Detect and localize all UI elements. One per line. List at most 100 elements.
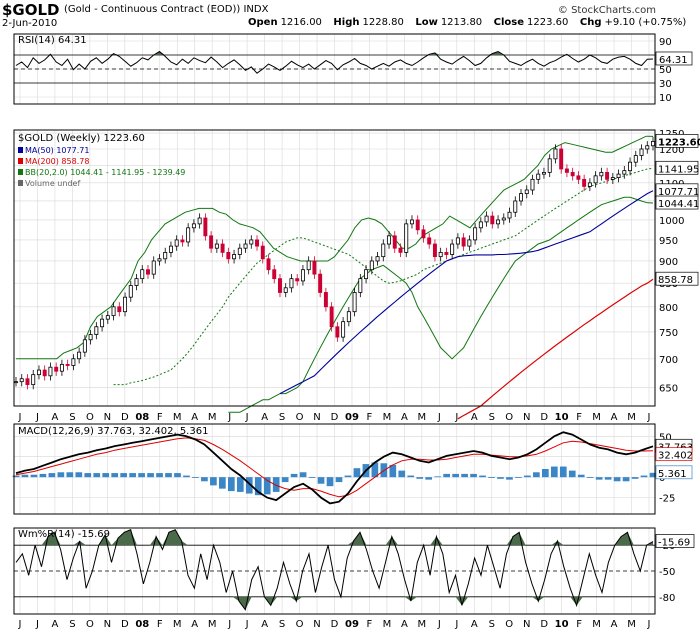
wmr-x-label: 09 — [345, 619, 359, 630]
price-last-label-box — [655, 134, 699, 148]
macd-histogram-bar — [353, 468, 361, 478]
wmr-label: Wm%R(14) -15.69 — [18, 529, 110, 540]
candle-body — [42, 369, 47, 377]
price-title: $GOLD (Weekly) 1223.60 — [18, 133, 145, 144]
macd-histogram-bar — [299, 472, 307, 478]
candle-body — [19, 378, 24, 383]
candle-body — [174, 239, 179, 247]
macd-histogram-bar — [75, 472, 83, 478]
quote-line: Open 1216.00 High 1228.80 Low 1213.80 Close… — [248, 17, 694, 28]
candle-body — [364, 269, 369, 280]
legend-entry: MA(200) 858.78 — [25, 157, 89, 166]
macd-histogram-bar — [631, 477, 639, 479]
price-x-label: M — [627, 412, 636, 423]
macd-histogram-bar — [12, 475, 20, 478]
legend-swatch — [18, 147, 23, 153]
wmr-x-label: O — [296, 619, 304, 630]
macd-histogram-bar — [21, 474, 29, 478]
price-last-label: 1141.95 — [658, 164, 699, 175]
candle-body — [117, 306, 122, 313]
candle-body — [427, 237, 432, 245]
macd-histogram-bar — [84, 473, 92, 478]
candle-body — [151, 260, 156, 275]
wmr-x-label: S — [69, 619, 75, 630]
price-x-label: D — [540, 412, 548, 423]
rsi-panel-frame — [13, 33, 656, 105]
macd-histogram-bar — [595, 477, 603, 480]
legend-swatch — [18, 158, 23, 164]
wmr-x-label: D — [540, 619, 548, 630]
candle-body — [387, 235, 391, 245]
candle-body — [541, 171, 546, 175]
candle-body — [300, 269, 305, 282]
macd-histogram-bar — [434, 476, 442, 478]
candle-body — [335, 326, 340, 338]
candle-body — [260, 245, 265, 260]
candle-body — [478, 221, 483, 229]
price-x-label: A — [261, 412, 268, 423]
candle-body — [404, 223, 409, 253]
macd-tick-label: 50 — [659, 432, 672, 443]
price-tick-label: 1200 — [659, 145, 684, 156]
candle-body — [255, 239, 260, 247]
macd-histogram-bar — [335, 477, 343, 483]
rsi-overbought-fill — [16, 51, 653, 55]
macd-histogram-bar — [57, 472, 65, 478]
wmr-x-label: M — [208, 619, 217, 630]
candle-body — [421, 229, 426, 239]
rsi-last-value-box — [655, 51, 693, 66]
candle-body — [180, 239, 185, 243]
candle-body — [381, 243, 386, 258]
symbol-title: $GOLD — [2, 1, 60, 19]
candle-body — [593, 175, 598, 184]
price-last-label: 1223.60 — [658, 137, 700, 148]
close-label: Close — [493, 17, 525, 28]
candle-body — [564, 168, 569, 173]
candle-body — [639, 148, 644, 156]
price-x-label: J — [454, 412, 458, 423]
candle-body — [628, 161, 633, 172]
low-value: 1213.80 — [440, 17, 483, 28]
macd-histogram-bar — [344, 475, 352, 478]
open-value: 1216.00 — [280, 17, 322, 28]
macd-histogram-bar — [515, 477, 522, 478]
close-value: 1223.60 — [527, 17, 569, 28]
candle-body — [48, 366, 53, 377]
macd-histogram-bar — [488, 477, 495, 478]
candle-body — [226, 252, 231, 260]
macd-histogram-bar — [39, 473, 47, 478]
price-x-label: A — [611, 412, 618, 423]
candle-body — [25, 378, 30, 386]
candle-body — [507, 211, 512, 219]
candle-body — [71, 358, 76, 366]
macd-histogram-bar — [281, 477, 289, 483]
price-x-label: M — [592, 412, 601, 423]
candle-body — [237, 247, 242, 255]
wmr-x-label: J — [35, 619, 39, 630]
candle-body — [570, 171, 575, 177]
bb-upper-line — [16, 135, 654, 360]
candle-body — [610, 177, 615, 180]
candle-body — [31, 374, 36, 386]
macd-histogram-bar — [165, 473, 172, 478]
macd-histogram-bar — [201, 477, 208, 482]
price-tick-label: 650 — [659, 384, 678, 395]
candle-body — [530, 178, 535, 191]
candle-body — [651, 141, 655, 147]
price-x-label: F — [367, 412, 373, 423]
legend-entry: Volume undef — [25, 179, 80, 188]
symbol-description: (Gold - Continuous Contract (EOD)) INDX — [64, 4, 269, 15]
macd-histogram-bar — [93, 473, 101, 478]
macd-histogram-bar — [443, 473, 450, 478]
chart-header: $GOLD (Gold - Continuous Contract (EOD))… — [0, 0, 700, 30]
candle-body — [633, 155, 638, 163]
macd-last-label: 32.402 — [658, 451, 693, 462]
price-x-label: A — [401, 412, 408, 423]
legend-swatch — [18, 180, 23, 186]
rsi-tick-label: 50 — [659, 65, 672, 76]
price-x-label: J — [245, 412, 249, 423]
candle-body — [186, 227, 191, 243]
wmr-x-label: A — [401, 619, 408, 630]
candle-body — [232, 254, 237, 260]
